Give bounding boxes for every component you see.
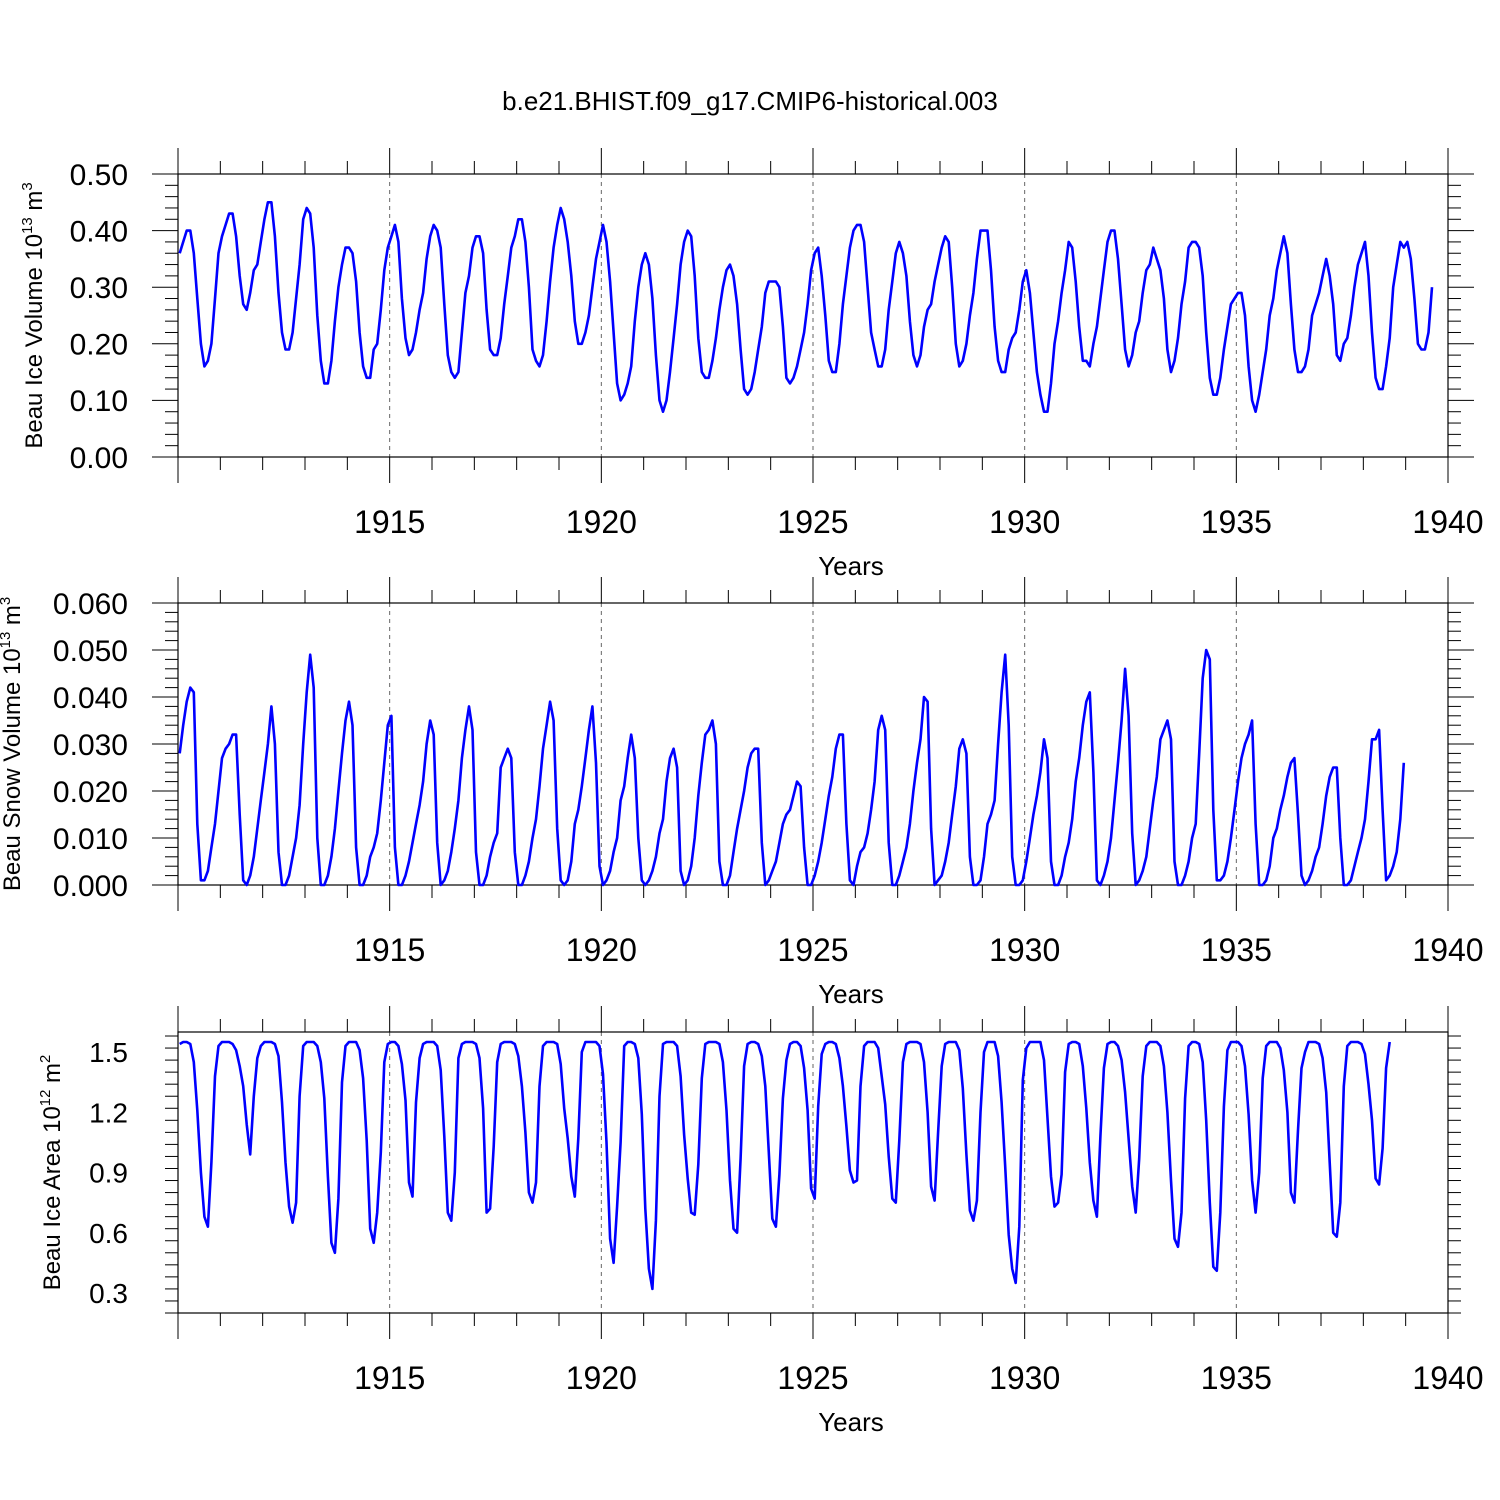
- y-tick-label: 1.5: [89, 1037, 128, 1068]
- y-axis-label-unit-exponent: 3: [0, 597, 14, 605]
- x-tick-label: 1935: [1201, 932, 1272, 968]
- panel-ice-volume: 1915 1920 1925 1930 1935 1940 Years 0.00 0.10 0.2…: [20, 148, 1484, 581]
- y-axis-label: Beau Ice Area 1012 m2: [38, 1055, 66, 1291]
- y-axis-label: Beau Ice Volume 1013 m3: [20, 182, 48, 448]
- y-axis-label-unit: m: [0, 605, 26, 632]
- series-line: [178, 201, 1434, 414]
- x-tick-label: 1925: [777, 1360, 848, 1396]
- x-tick-label: 1930: [989, 1360, 1060, 1396]
- x-tick-label: 1915: [354, 1360, 425, 1396]
- x-tick-label: 1940: [1412, 932, 1483, 968]
- x-tick-label: 1930: [989, 504, 1060, 540]
- y-tick-label: 1.2: [89, 1097, 128, 1128]
- y-axis-label-exponent: 13: [20, 217, 36, 234]
- y-axis-label-unit-exponent: 2: [38, 1055, 54, 1063]
- x-tick-label: 1940: [1412, 1360, 1483, 1396]
- y-tick-label: 0.020: [53, 776, 128, 809]
- x-tick-label: 1920: [566, 932, 637, 968]
- y-axis-label-exponent: 13: [0, 632, 14, 649]
- y-tick-label: 0.060: [53, 588, 128, 621]
- x-axis-label: Years: [818, 1407, 884, 1437]
- y-axis-label: Beau Snow Volume 1013 m3: [0, 597, 26, 891]
- y-axis-label-main: Beau Ice Volume 10: [21, 234, 48, 449]
- y-axis-label-main: Beau Snow Volume 10: [0, 648, 26, 891]
- series-line: [178, 648, 1406, 887]
- y-tick-label: 0.030: [53, 729, 128, 762]
- y-axis-label-unit-exponent: 3: [20, 182, 36, 190]
- y-tick-label: 0.6: [89, 1218, 128, 1249]
- x-tick-label: 1940: [1412, 504, 1483, 540]
- y-tick-label: 0.000: [53, 870, 128, 903]
- panel-snow-volume: 1915 1920 1925 1930 1935 1940 Years 0.000 0.010 0…: [0, 577, 1484, 1009]
- y-tick-label: 0.50: [70, 159, 128, 192]
- panel-ice-area: 1915 1920 1925 1930 1935 1940 Years 0.3 0.6 0.9 1.…: [38, 1006, 1484, 1437]
- y-axis-label-main: Beau Ice Area 10: [39, 1106, 66, 1290]
- y-tick-label: 0.9: [89, 1158, 128, 1189]
- x-tick-label: 1930: [989, 932, 1060, 968]
- x-tick-label: 1935: [1201, 504, 1272, 540]
- y-tick-label: 0.30: [70, 272, 128, 305]
- x-axis-label: Years: [818, 551, 884, 581]
- y-tick-label: 0.10: [70, 385, 128, 418]
- y-tick-label: 0.20: [70, 329, 128, 362]
- x-tick-label: 1925: [777, 932, 848, 968]
- y-axis-label-unit: m: [21, 191, 48, 218]
- y-tick-label: 0.40: [70, 215, 128, 248]
- figure-title: b.e21.BHIST.f09_g17.CMIP6-historical.003: [502, 86, 998, 116]
- x-tick-label: 1915: [354, 504, 425, 540]
- y-tick-label: 0.040: [53, 682, 128, 715]
- x-tick-label: 1935: [1201, 1360, 1272, 1396]
- y-tick-label: 0.050: [53, 635, 128, 668]
- y-tick-label: 0.3: [89, 1278, 128, 1309]
- x-axis-label: Years: [818, 979, 884, 1009]
- y-tick-label: 0.00: [70, 442, 128, 475]
- x-tick-label: 1920: [566, 1360, 637, 1396]
- y-axis-label-unit: m: [39, 1063, 66, 1090]
- x-tick-label: 1920: [566, 504, 637, 540]
- y-axis-label-exponent: 12: [38, 1090, 54, 1107]
- y-tick-label: 0.010: [53, 823, 128, 856]
- x-tick-label: 1915: [354, 932, 425, 968]
- x-tick-label: 1925: [777, 504, 848, 540]
- series-line: [179, 1040, 1391, 1291]
